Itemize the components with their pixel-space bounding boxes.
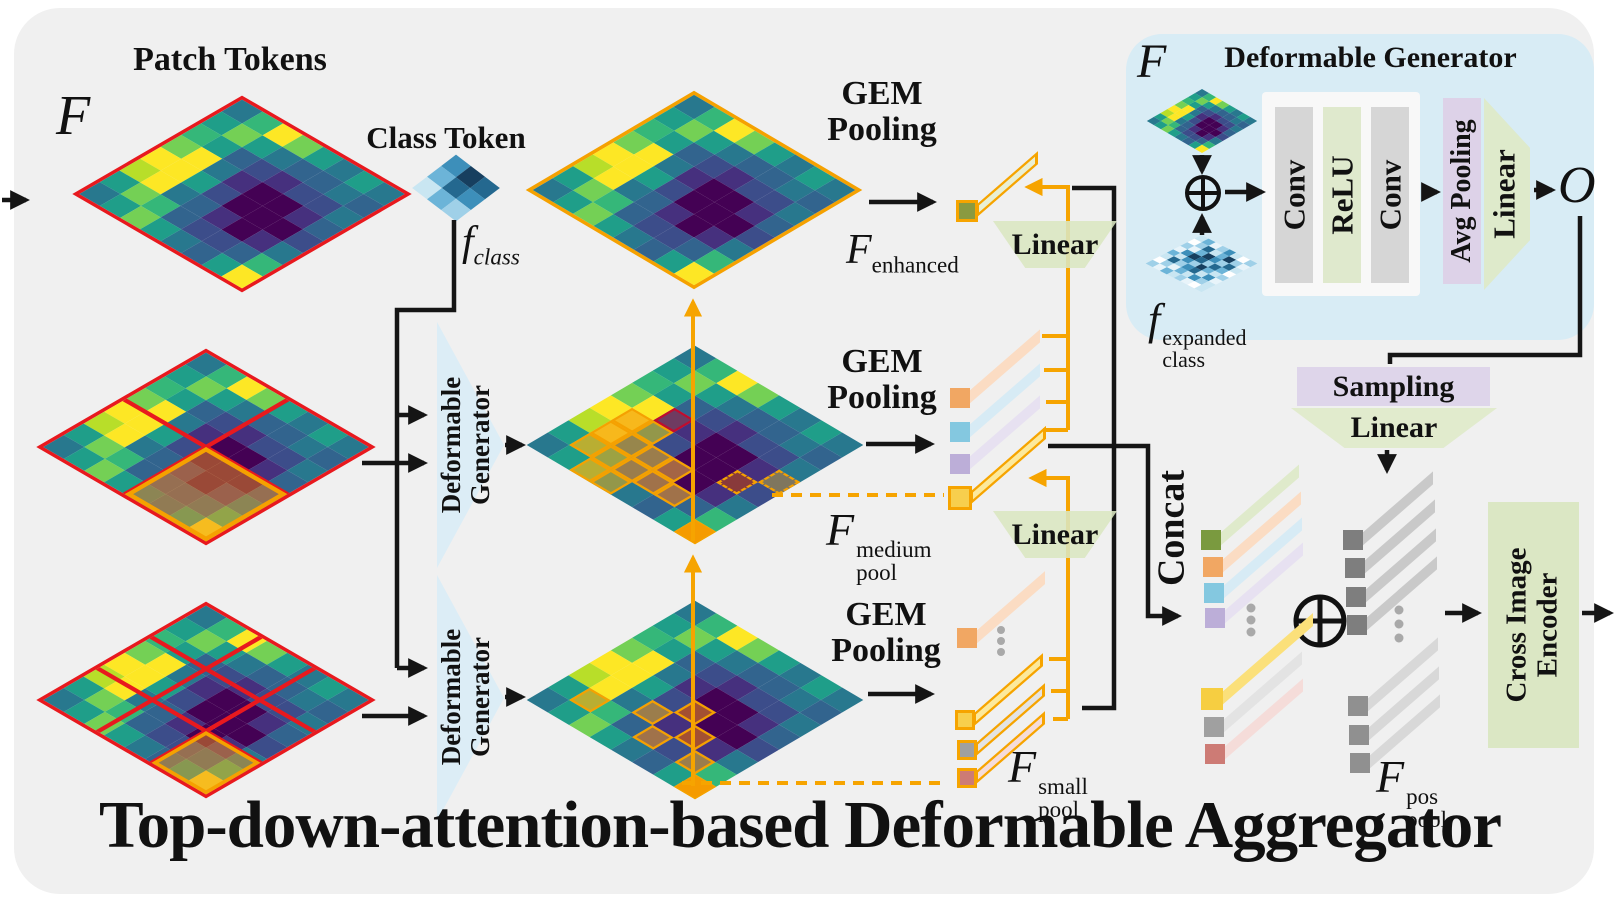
linear2-wire	[1032, 478, 1070, 721]
concat-bar-orange	[1203, 557, 1223, 577]
sampling-box: Sampling	[1297, 367, 1490, 406]
pos-bar-6	[1349, 725, 1369, 745]
pos-bar-1	[1343, 530, 1363, 550]
pos-bar-4	[1347, 615, 1367, 635]
small-bar-yellow	[955, 710, 975, 730]
concat-bar-pink	[1205, 744, 1225, 764]
dg-conv2-bar	[1371, 107, 1409, 283]
f-class-label: fclass	[462, 219, 520, 270]
linear-1: Linear	[993, 221, 1117, 268]
cross-image-encoder-box	[1488, 502, 1579, 748]
class-token-label: Class Token	[366, 120, 526, 155]
medium-bar-yellow	[948, 486, 972, 510]
linear-2: Linear	[993, 511, 1117, 558]
medium-bar-orange	[950, 388, 970, 408]
dg-conv2-label: Conv	[1372, 159, 1408, 231]
medium-bar-blue	[950, 422, 970, 442]
small-bar-orange	[957, 628, 977, 648]
dg-conv1-label: Conv	[1276, 159, 1312, 231]
pos-bar-5	[1348, 696, 1368, 716]
deformable-generator-1-label: Deformable Generator	[435, 376, 495, 514]
dg-relu-bar	[1323, 107, 1361, 283]
ellipsis-dots	[997, 603, 1404, 656]
o-label: O	[1558, 157, 1596, 214]
concat-bar-blue	[1204, 583, 1224, 603]
linear1-wire	[1028, 187, 1070, 432]
gem-pooling-1-label: GEM Pooling	[827, 75, 937, 149]
cross-image-encoder-label: Cross Image Encoder	[1500, 547, 1564, 703]
dg-title: Deformable Generator	[1224, 41, 1517, 74]
concat-bar-purple	[1205, 608, 1225, 628]
f-class-expanded-label: f expanded class	[1148, 295, 1247, 373]
f-enhanced-bar	[956, 200, 978, 222]
dg-linear-label: Linear	[1486, 149, 1522, 239]
gem-pooling-2-label: GEM Pooling	[827, 343, 937, 417]
circle-plus-icon-dg	[1185, 175, 1221, 211]
small-bar-gray	[957, 740, 977, 760]
pos-bar-3	[1346, 587, 1366, 607]
patch-tokens-label: Patch Tokens	[133, 41, 327, 78]
small-bar-pink	[957, 768, 977, 788]
concat-bar-gray	[1204, 717, 1224, 737]
concat-label: Concat	[1150, 469, 1193, 587]
dg-conv1-bar	[1275, 107, 1313, 283]
class-token-wire	[394, 220, 457, 668]
deformable-generator-2-label: Deformable Generator	[435, 628, 495, 766]
concat-bar-yellow	[1201, 688, 1223, 710]
o-to-sampling-wire	[1387, 216, 1583, 364]
concat-bar-green	[1201, 530, 1221, 550]
dg-avg-pooling-label: Avg Pooling	[1445, 119, 1477, 263]
dg-f-label: F	[1137, 35, 1167, 88]
pos-bar-7	[1350, 753, 1370, 773]
f-patch-label: F	[56, 85, 91, 147]
pos-bar-2	[1345, 558, 1365, 578]
figure-title: Top-down-attention-based Deformable Aggr…	[99, 788, 1502, 862]
dg-relu-label: ReLU	[1324, 155, 1360, 235]
f-enhanced-label: Fenhanced	[846, 227, 959, 278]
gem-pooling-3-label: GEM Pooling	[831, 596, 941, 670]
concat-arrow	[1048, 443, 1182, 626]
dg-avg-pooling-bar	[1443, 98, 1481, 284]
medium-bar-purple	[950, 454, 970, 474]
